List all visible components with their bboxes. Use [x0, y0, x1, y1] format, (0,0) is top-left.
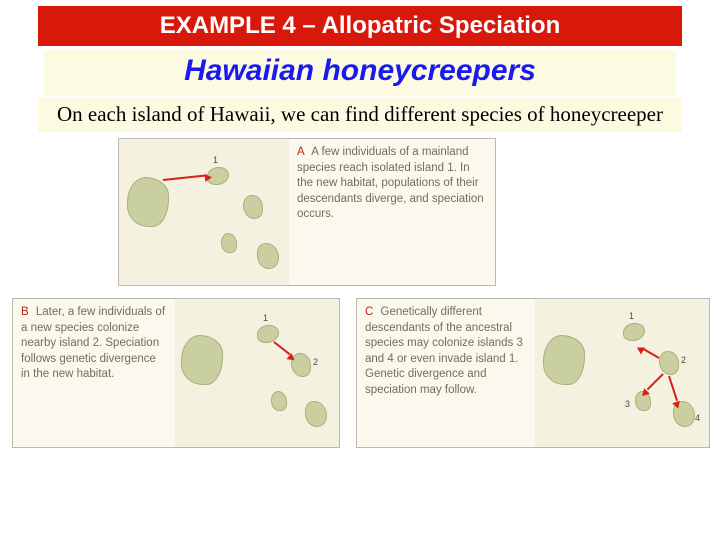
panel-c-map: 1 2 3 4 — [535, 299, 709, 447]
island-1-label: 1 — [263, 313, 268, 323]
arrow-a1 — [163, 175, 207, 182]
island-2 — [659, 351, 679, 375]
panel-a-label: A — [297, 146, 305, 158]
island-1-label: 1 — [213, 155, 218, 165]
panel-b-text: Later, a few individuals of a new specie… — [21, 306, 165, 380]
island-4 — [305, 401, 327, 427]
arrow-c-23 — [647, 373, 664, 390]
subtitle-box: On each island of Hawaii, we can find di… — [38, 98, 682, 132]
panel-c-caption: C Genetically different descendants of t… — [357, 299, 535, 447]
panel-b: B Later, a few individuals of a new spec… — [12, 298, 340, 448]
panel-b-map: 1 2 — [175, 299, 339, 447]
panel-c-label: C — [365, 306, 373, 318]
island-2-label: 2 — [313, 357, 318, 367]
panel-a-text: A few individuals of a mainland species … — [297, 146, 484, 220]
island-2-label: 2 — [681, 355, 686, 365]
arrow-c-24 — [668, 376, 678, 401]
title-text: Hawaiian honeycreepers — [48, 54, 672, 88]
arrow-b1 — [273, 341, 290, 355]
arrow-c-21 — [643, 348, 660, 359]
panel-a-map: 1 — [119, 139, 289, 285]
island-4-label: 4 — [695, 413, 700, 423]
island-3-label: 3 — [625, 399, 630, 409]
island-main — [543, 335, 585, 385]
island-main — [127, 177, 169, 227]
title-box: Hawaiian honeycreepers — [44, 50, 676, 96]
arrow-c-21-head — [635, 344, 645, 354]
arrow-a1-head — [205, 173, 213, 182]
island-main — [181, 335, 223, 385]
island-1 — [257, 325, 279, 343]
header-bar: EXAMPLE 4 – Allopatric Speciation — [38, 6, 682, 46]
island-3 — [221, 233, 237, 253]
island-1 — [623, 323, 645, 341]
panel-a: 1 A A few individuals of a mainland spec… — [118, 138, 496, 286]
panel-b-caption: B Later, a few individuals of a new spec… — [13, 299, 175, 447]
island-3 — [271, 391, 287, 411]
panel-c-text: Genetically different descendants of the… — [365, 306, 523, 396]
panel-c: C Genetically different descendants of t… — [356, 298, 710, 448]
panel-b-label: B — [21, 306, 29, 318]
island-2 — [243, 195, 263, 219]
panel-a-caption: A A few individuals of a mainland specie… — [289, 139, 495, 285]
island-1-label: 1 — [629, 311, 634, 321]
island-4 — [257, 243, 279, 269]
